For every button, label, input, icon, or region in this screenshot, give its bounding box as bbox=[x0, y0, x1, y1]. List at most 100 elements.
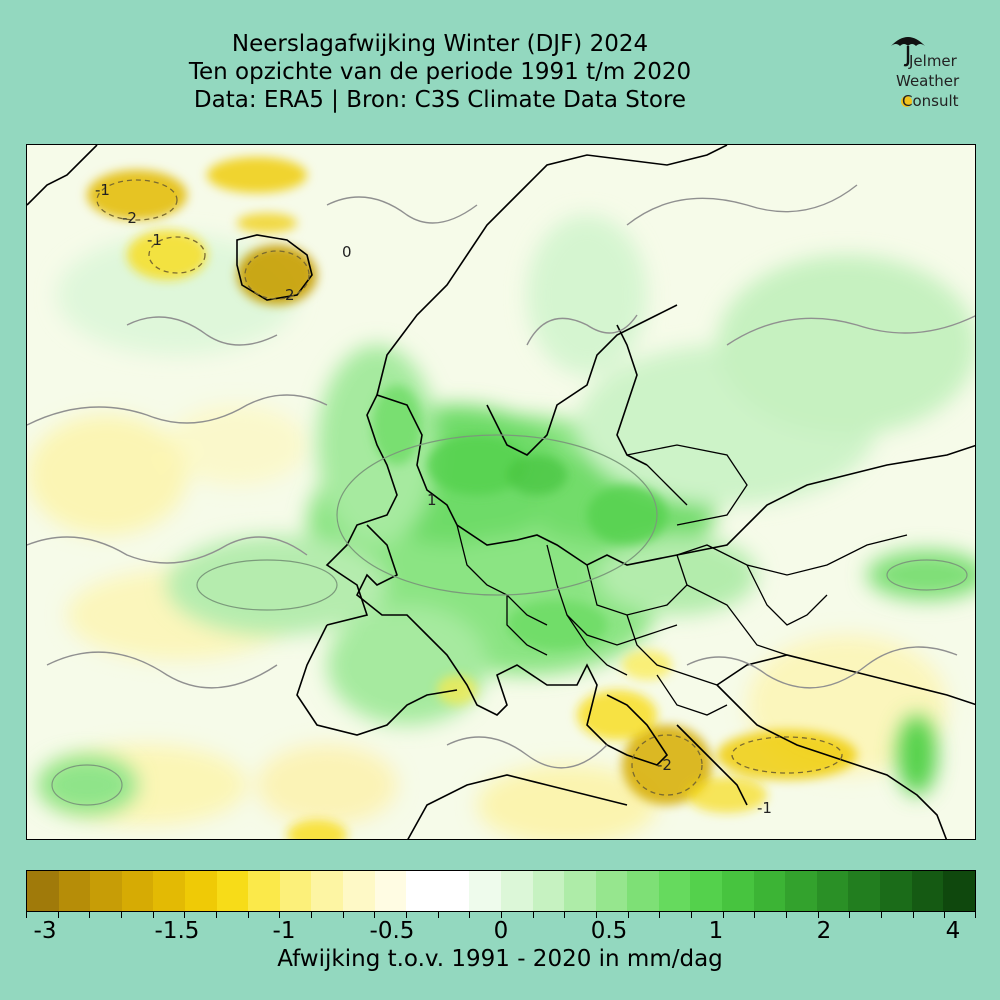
colorbar-tick bbox=[628, 912, 629, 918]
sun-icon bbox=[901, 96, 912, 107]
colorbar-swatch bbox=[753, 871, 786, 911]
colorbar-tick bbox=[184, 912, 185, 918]
colorbar-swatch bbox=[848, 871, 881, 911]
colorbar-tick bbox=[216, 912, 217, 918]
colorbar-tick bbox=[438, 912, 439, 918]
colorbar-tick bbox=[248, 912, 249, 918]
colorbar-swatch bbox=[90, 871, 122, 911]
colorbar-swatch bbox=[216, 871, 249, 911]
contour-label: -1 bbox=[757, 799, 772, 817]
colorbar-tick bbox=[406, 912, 407, 918]
dry-ocean-patches bbox=[27, 405, 947, 839]
colorbar-tick-label: -1.5 bbox=[154, 918, 200, 944]
colorbar-swatch bbox=[943, 871, 975, 911]
colorbar-swatch bbox=[690, 871, 723, 911]
contour-label: -1 bbox=[95, 181, 110, 199]
dry-regions bbox=[87, 157, 857, 839]
chart-title: Neerslagafwijking Winter (DJF) 2024 Ten … bbox=[140, 30, 740, 114]
positive-contours bbox=[51, 434, 968, 806]
title-line-1: Neerslagafwijking Winter (DJF) 2024 bbox=[231, 31, 649, 57]
colorbar-swatch bbox=[532, 871, 565, 911]
colorbar-tick bbox=[58, 912, 59, 918]
colorbar-swatch bbox=[911, 871, 944, 911]
colorbar-swatch bbox=[564, 871, 596, 911]
colorbar-tick bbox=[975, 912, 976, 918]
colorbar-swatch bbox=[658, 871, 691, 911]
colorbar-tick-label: 0.5 bbox=[590, 918, 628, 944]
colorbar-tick bbox=[786, 912, 787, 918]
colorbar-tick bbox=[754, 912, 755, 918]
colorbar-tick bbox=[659, 912, 660, 918]
colorbar-swatch bbox=[153, 871, 185, 911]
colorbar-swatch bbox=[816, 871, 849, 911]
contour-label: -2 bbox=[122, 209, 137, 227]
colorbar-tick bbox=[374, 912, 375, 918]
colorbar-tick-label: 4 bbox=[945, 918, 961, 944]
colorbar-swatch bbox=[595, 871, 628, 911]
colorbar-swatch bbox=[58, 871, 91, 911]
title-line-2: Ten opzichte van de periode 1991 t/m 202… bbox=[188, 59, 692, 85]
colorbar-tick bbox=[311, 912, 312, 918]
country-borders bbox=[456, 444, 908, 716]
colorbar-swatch bbox=[785, 871, 817, 911]
colorbar-tick-label: 1 bbox=[708, 918, 724, 944]
colorbar-swatch bbox=[184, 871, 217, 911]
logo-text-3: Consult bbox=[902, 92, 959, 110]
colorbar-tick bbox=[849, 912, 850, 918]
precipitation-anomaly-map: -1 -2 -1 0 1 2 -2 -1 bbox=[26, 144, 976, 840]
colorbar-tick bbox=[26, 912, 27, 918]
colorbar-swatch bbox=[469, 871, 501, 911]
colorbar-label: Afwijking t.o.v. 1991 - 2020 in mm/dag bbox=[277, 946, 723, 972]
colorbar-tick bbox=[564, 912, 565, 918]
colorbar-tick bbox=[533, 912, 534, 918]
contour-label: 0 bbox=[342, 243, 352, 261]
negative-contours bbox=[96, 179, 843, 796]
logo: Jelmer Weather Consult bbox=[884, 30, 980, 116]
colorbar-swatch bbox=[437, 871, 470, 911]
colorbar-ticks bbox=[26, 912, 976, 920]
colorbar-tick bbox=[279, 912, 280, 918]
colorbar bbox=[26, 870, 976, 912]
colorbar-swatch bbox=[374, 871, 407, 911]
title-line-3: Data: ERA5 | Bron: C3S Climate Data Stor… bbox=[193, 87, 687, 113]
colorbar-tick bbox=[913, 912, 914, 918]
logo-text-1: Jelmer bbox=[909, 52, 957, 70]
colorbar-swatch bbox=[121, 871, 154, 911]
logo-text-2: Weather bbox=[896, 72, 960, 90]
colorbar-tick-label: -0.5 bbox=[369, 918, 415, 944]
umbrella-icon bbox=[891, 37, 925, 67]
zero-contours bbox=[27, 184, 975, 769]
colorbar-swatch bbox=[342, 871, 375, 911]
colorbar-tick bbox=[469, 912, 470, 918]
wet-cores bbox=[372, 385, 667, 650]
colorbar-tick bbox=[89, 912, 90, 918]
colorbar-tick-label: 2 bbox=[816, 918, 832, 944]
colorbar-swatch bbox=[627, 871, 659, 911]
colorbar-swatch bbox=[722, 871, 754, 911]
colorbar-tick bbox=[596, 912, 597, 918]
colorbar-tick bbox=[944, 912, 945, 918]
contour-label: -1 bbox=[147, 231, 162, 249]
colorbar-tick bbox=[691, 912, 692, 918]
colorbar-swatch bbox=[500, 871, 533, 911]
colorbar-tick bbox=[121, 912, 122, 918]
colorbar-swatch bbox=[311, 871, 343, 911]
colorbar-tick-label: -3 bbox=[33, 918, 57, 944]
colorbar-swatch bbox=[880, 871, 912, 911]
contour-label: 2 bbox=[285, 286, 295, 304]
colorbar-tick bbox=[153, 912, 154, 918]
colorbar-swatch bbox=[406, 871, 438, 911]
map-canvas: -1 -2 -1 0 1 2 -2 -1 bbox=[27, 145, 975, 839]
colorbar-swatch bbox=[279, 871, 312, 911]
colorbar-tick bbox=[881, 912, 882, 918]
colorbar-swatch bbox=[27, 871, 59, 911]
contour-label: -2 bbox=[657, 756, 672, 774]
colorbar-tick bbox=[343, 912, 344, 918]
contour-label-group: -1 -2 -1 0 1 2 -2 -1 bbox=[95, 181, 772, 817]
colorbar-tick bbox=[723, 912, 724, 918]
contour-label: 1 bbox=[427, 491, 437, 509]
colorbar-tick-label: 0 bbox=[493, 918, 509, 944]
colorbar-swatch bbox=[248, 871, 280, 911]
colorbar-tick bbox=[818, 912, 819, 918]
colorbar-tick bbox=[501, 912, 502, 918]
